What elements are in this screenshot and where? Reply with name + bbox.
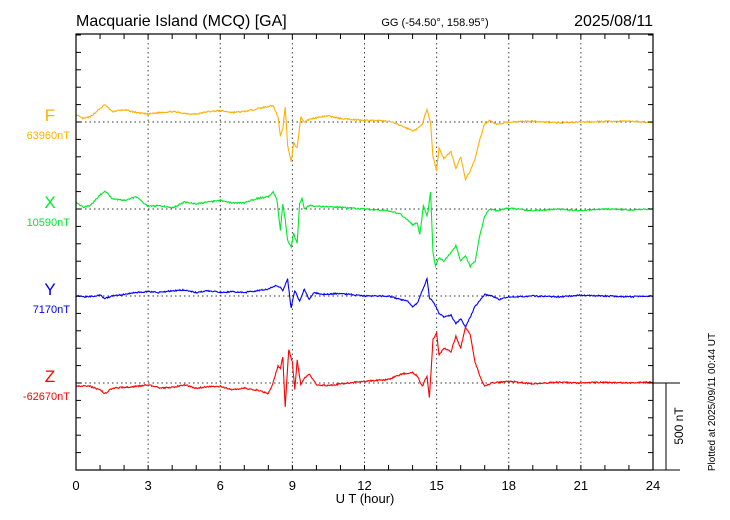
grid <box>76 34 653 470</box>
x-tick-label: 21 <box>574 478 588 493</box>
x-tick-label: 3 <box>145 478 152 493</box>
trace-x <box>75 190 654 269</box>
series-baseline-f: 63960nT <box>27 130 71 142</box>
series-baseline-z: -62670nT <box>23 391 70 403</box>
trace-f <box>75 104 654 182</box>
x-tick-label: 6 <box>217 478 224 493</box>
coordinates-label: GG (-54.50°, 158.95°) <box>381 17 488 29</box>
x-tick-label: 12 <box>357 478 371 493</box>
trace-y <box>75 276 654 330</box>
x-tick-label: 24 <box>646 478 660 493</box>
series-name-y: Y <box>44 280 55 299</box>
x-tick-label: 0 <box>72 478 79 493</box>
series-name-f: F <box>45 106 55 125</box>
series-baseline-y: 7170nT <box>33 304 71 316</box>
traces <box>75 104 654 407</box>
x-tick-label: 9 <box>289 478 296 493</box>
series-name-x: X <box>44 193 55 212</box>
station-title: Macquarie Island (MCQ) [GA] <box>76 13 287 30</box>
series-name-z: Z <box>45 367 55 386</box>
plot-frame <box>75 33 654 471</box>
scale-bar-label: 500 nT <box>672 407 686 445</box>
series-baseline-x: 10590nT <box>27 217 71 229</box>
date-label: 2025/08/11 <box>574 13 653 30</box>
x-axis-ticks: 0 3 6 9 12 15 18 21 24 <box>72 34 660 493</box>
x-tick-label: 15 <box>429 478 443 493</box>
trace-z <box>75 326 654 407</box>
series-labels: F 63960nT X 10590nT Y 7170nT Z -62670nT <box>23 106 70 403</box>
x-tick-label: 18 <box>502 478 516 493</box>
plotted-at-label: Plotted at 2025/09/11 00:44 UT <box>707 333 718 471</box>
x-axis-label: U T (hour) <box>336 491 395 506</box>
scale-bar: 500 nT <box>653 382 686 471</box>
